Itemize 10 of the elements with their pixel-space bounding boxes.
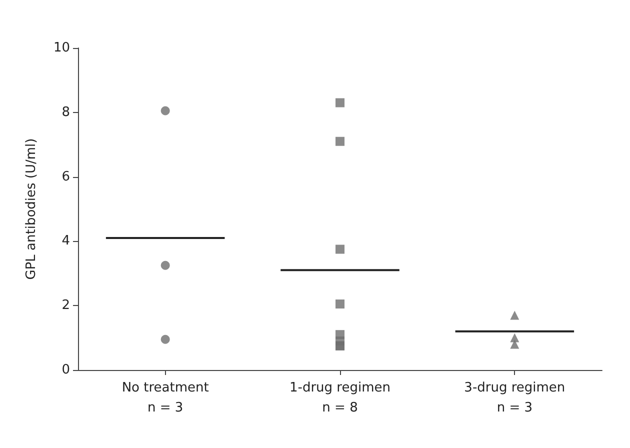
x-tick-label: No treatment n = 3 <box>122 380 209 416</box>
y-tick-label: 0 <box>62 362 70 378</box>
y-tick-label: 2 <box>62 298 70 314</box>
x-tick-label: 1-drug regimen n = 8 <box>289 380 391 416</box>
y-axis-title: GPL antibodies (U/ml) <box>24 138 39 280</box>
y-tick-label: 6 <box>62 169 70 184</box>
y-tick-label: 10 <box>53 40 70 56</box>
y-tick-label: 4 <box>62 234 70 249</box>
x-tick-label: 3-drug regimen n = 3 <box>464 380 566 416</box>
y-tick-label: 8 <box>62 104 70 120</box>
